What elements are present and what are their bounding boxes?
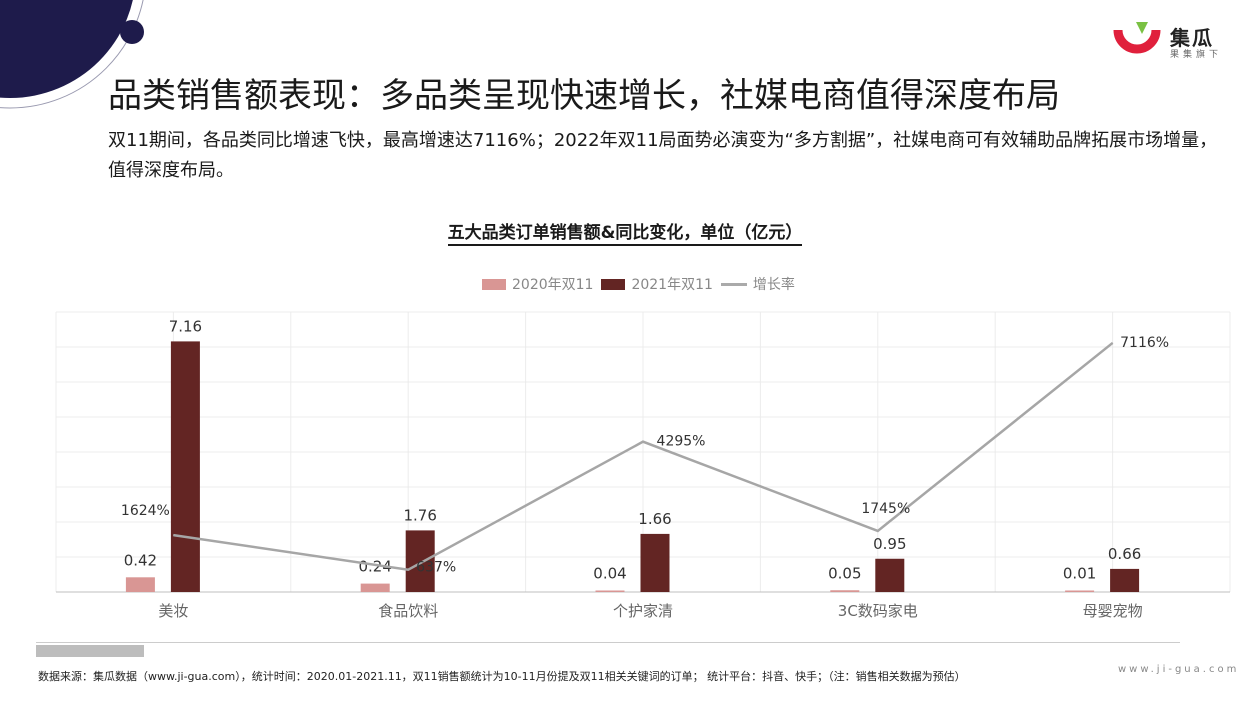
bar-label-2021-2: 1.66 — [638, 510, 671, 528]
bar-2021-0 — [170, 341, 200, 592]
chart-title-text: 五大品类订单销售额&同比变化，单位（亿元） — [447, 223, 803, 246]
legend-swatch-2021 — [601, 278, 626, 290]
growth-point-0 — [172, 534, 174, 536]
chart-title: 五大品类订单销售额&同比变化，单位（亿元） — [0, 218, 1250, 246]
growth-label-1: 637% — [416, 560, 456, 576]
corner-circle — [0, 0, 133, 98]
bar-label-2020-3: 0.05 — [828, 564, 861, 582]
growth-label-4: 7116% — [1120, 335, 1169, 351]
bar-label-2021-1: 1.76 — [403, 506, 436, 524]
bar-2021-4 — [1110, 568, 1140, 592]
brand-name: 集瓜 — [1170, 26, 1214, 50]
bar-2021-1 — [405, 530, 435, 592]
chart-legend: 2020年双11 2021年双11 增长率 — [482, 274, 803, 294]
bar-label-2021-4: 0.66 — [1108, 545, 1141, 563]
growth-point-2 — [642, 441, 644, 443]
x-tick-label-4: 母婴宠物 — [1083, 602, 1143, 620]
legend-swatch-growth — [720, 282, 747, 286]
bar-label-2020-0: 0.42 — [124, 551, 157, 569]
footer-site: www.ji-gua.com — [1118, 664, 1240, 675]
scrollbar-thumb[interactable] — [36, 645, 144, 657]
growth-point-1 — [407, 569, 409, 571]
brand-logo-icon — [1113, 22, 1161, 54]
bar-2021-3 — [875, 558, 905, 592]
bar-label-2020-1: 0.24 — [358, 558, 391, 576]
bar-2020-3 — [830, 590, 860, 592]
legend-label-2020: 2020年双11 — [512, 277, 594, 293]
corner-ring — [0, 0, 144, 109]
bar-2020-0 — [125, 577, 155, 592]
bar-label-2020-2: 0.04 — [593, 565, 626, 583]
x-tick-label-1: 食品饮料 — [378, 602, 438, 620]
bar-label-2021-0: 7.16 — [169, 317, 202, 335]
legend-item-2021[interactable]: 2021年双11 — [601, 274, 713, 294]
brand-sub: 果集旗下 — [1170, 50, 1223, 60]
x-tick-label-2: 个护家清 — [613, 602, 673, 620]
legend-label-2021: 2021年双11 — [631, 277, 713, 293]
growth-label-2: 4295% — [657, 434, 706, 450]
page-title: 品类销售额表现：多品类呈现快速增长，社媒电商值得深度布局 — [108, 76, 1060, 116]
bar-2020-1 — [360, 583, 390, 592]
growth-point-4 — [1112, 342, 1114, 344]
legend-swatch-2020 — [482, 278, 506, 290]
x-tick-label-0: 美妆 — [158, 602, 188, 620]
legend-item-growth[interactable]: 增长率 — [720, 274, 795, 294]
footer-source: 数据来源：集瓜数据（www.ji-gua.com），统计时间：2020.01-2… — [38, 670, 966, 683]
bar-2020-4 — [1065, 590, 1095, 592]
horizontal-scrollbar[interactable] — [36, 642, 1180, 657]
bar-label-2020-4: 0.01 — [1063, 565, 1096, 583]
growth-label-3: 1745% — [861, 501, 910, 517]
page-subtitle: 双11期间，各品类同比增速飞快，最高增速达7116%；2022年双11局面势必演… — [108, 130, 1218, 181]
bar-2021-2 — [640, 533, 670, 592]
corner-decoration — [0, 0, 144, 109]
growth-point-3 — [877, 530, 879, 532]
x-tick-label-3: 3C数码家电 — [838, 602, 918, 620]
legend-label-growth: 增长率 — [752, 277, 795, 293]
bar-2020-2 — [595, 590, 625, 592]
legend-item-2020[interactable]: 2020年双11 — [482, 274, 593, 294]
corner-dot — [120, 20, 144, 44]
bar-label-2021-3: 0.95 — [873, 535, 906, 553]
growth-label-0: 1624% — [121, 503, 170, 519]
